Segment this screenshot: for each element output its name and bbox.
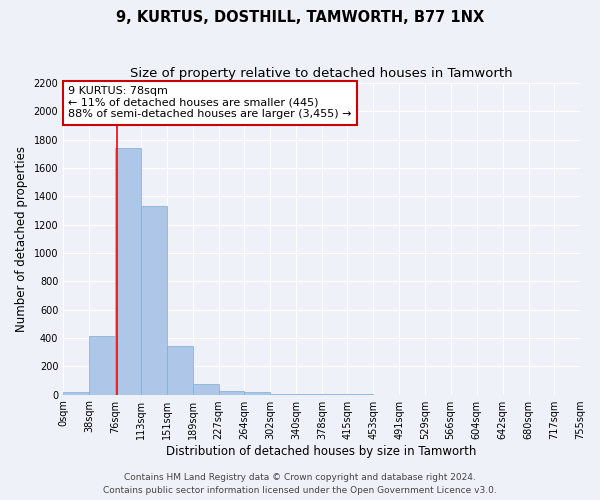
Bar	[115, 148, 140, 394]
Text: Contains HM Land Registry data © Crown copyright and database right 2024.
Contai: Contains HM Land Registry data © Crown c…	[103, 474, 497, 495]
Bar	[193, 384, 218, 394]
Bar	[89, 336, 115, 394]
Bar	[63, 392, 89, 394]
Y-axis label: Number of detached properties: Number of detached properties	[15, 146, 28, 332]
Title: Size of property relative to detached houses in Tamworth: Size of property relative to detached ho…	[130, 68, 513, 80]
Text: 9, KURTUS, DOSTHILL, TAMWORTH, B77 1NX: 9, KURTUS, DOSTHILL, TAMWORTH, B77 1NX	[116, 10, 484, 25]
X-axis label: Distribution of detached houses by size in Tamworth: Distribution of detached houses by size …	[166, 444, 477, 458]
Bar	[244, 392, 270, 394]
Bar	[167, 346, 193, 395]
Bar	[140, 206, 167, 394]
Text: 9 KURTUS: 78sqm
← 11% of detached houses are smaller (445)
88% of semi-detached : 9 KURTUS: 78sqm ← 11% of detached houses…	[68, 86, 352, 120]
Bar	[218, 391, 244, 394]
